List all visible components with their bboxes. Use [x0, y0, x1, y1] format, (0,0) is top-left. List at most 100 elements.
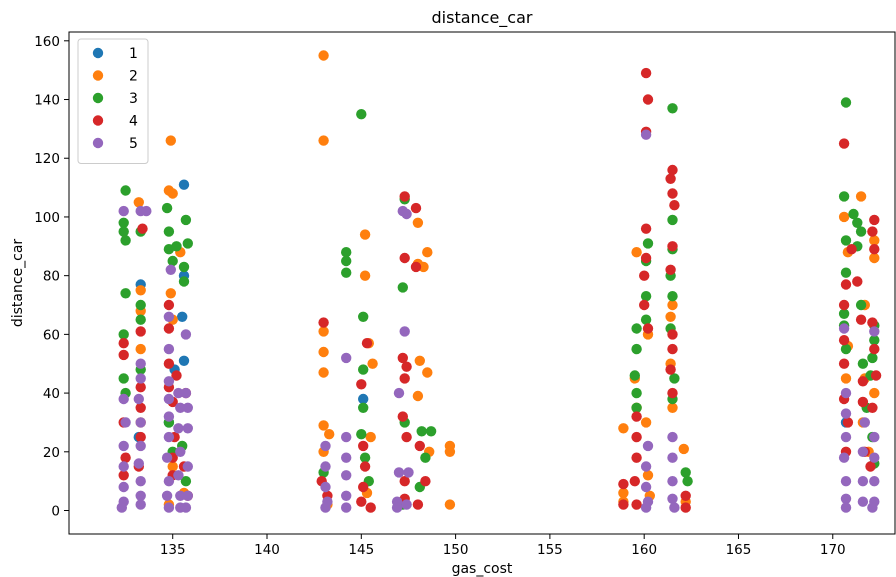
data-point: [667, 103, 678, 114]
data-point: [118, 226, 129, 237]
data-point: [857, 476, 869, 487]
y-axis: 0 20 40 60 80 100 120 140 160: [34, 34, 69, 520]
data-point: [171, 370, 182, 381]
data-point: [869, 326, 880, 337]
data-point: [840, 408, 852, 419]
x-tick-label: 140: [254, 542, 280, 558]
data-point: [318, 326, 329, 337]
data-point: [639, 299, 650, 311]
data-point: [167, 461, 178, 472]
data-point: [667, 291, 678, 302]
data-point: [414, 440, 425, 452]
data-point: [414, 355, 425, 366]
data-point: [840, 235, 852, 246]
x-tick-label: 135: [160, 542, 186, 558]
data-point: [163, 411, 175, 422]
data-point: [840, 431, 852, 443]
legend-marker: [92, 115, 104, 126]
data-point: [422, 247, 433, 258]
series-5: [116, 129, 880, 513]
data-point: [857, 358, 869, 369]
data-point: [116, 502, 128, 513]
data-point: [667, 452, 678, 463]
data-point: [161, 202, 173, 214]
data-point: [642, 238, 654, 249]
data-point: [838, 335, 850, 346]
data-point: [367, 358, 378, 369]
data-point: [118, 349, 129, 361]
data-point: [341, 490, 352, 501]
data-point: [178, 261, 190, 273]
data-point: [618, 487, 629, 499]
data-point: [618, 499, 629, 510]
data-point: [318, 135, 329, 146]
data-point: [135, 476, 146, 487]
data-point: [410, 261, 422, 273]
data-point: [320, 440, 331, 452]
data-point: [667, 387, 678, 399]
data-point: [320, 461, 331, 472]
data-point: [631, 411, 642, 422]
data-point: [163, 299, 175, 311]
data-point: [120, 417, 131, 428]
data-point: [840, 279, 852, 290]
data-point: [852, 276, 863, 287]
data-point: [356, 379, 367, 390]
data-point: [356, 109, 367, 120]
data-point: [175, 490, 186, 501]
data-point: [180, 476, 192, 487]
data-point: [163, 358, 175, 369]
data-point: [667, 214, 678, 226]
y-tick-label: 60: [43, 327, 60, 343]
data-point: [631, 387, 642, 399]
data-point: [640, 461, 652, 472]
data-point: [631, 402, 642, 413]
data-point: [365, 431, 376, 443]
data-point: [118, 338, 129, 349]
data-point: [320, 502, 331, 513]
data-point: [640, 252, 652, 264]
data-point: [135, 402, 146, 413]
x-tick-label: 170: [820, 542, 846, 558]
data-point: [667, 188, 678, 199]
data-point: [867, 352, 878, 364]
data-point: [135, 285, 146, 296]
data-point: [667, 343, 678, 355]
data-point: [135, 373, 146, 384]
data-point: [840, 502, 852, 513]
data-point: [163, 376, 175, 387]
data-point: [857, 446, 869, 457]
data-point: [401, 208, 412, 220]
data-point: [399, 373, 410, 384]
y-tick-label: 20: [43, 445, 60, 461]
data-point: [359, 452, 371, 463]
data-point: [631, 452, 642, 463]
data-point: [167, 255, 178, 267]
data-point: [838, 308, 850, 319]
data-point: [855, 226, 867, 237]
data-point: [631, 323, 642, 334]
data-point: [631, 499, 642, 510]
data-point: [631, 343, 642, 355]
data-point: [869, 244, 880, 255]
data-point: [358, 440, 369, 452]
data-point: [852, 217, 863, 228]
data-point: [425, 426, 437, 437]
data-point: [177, 311, 188, 322]
data-point: [171, 241, 182, 252]
data-point: [869, 335, 880, 346]
data-point: [120, 452, 131, 463]
data-point: [341, 352, 352, 364]
data-point: [358, 311, 369, 322]
data-point: [365, 502, 376, 513]
data-point: [141, 205, 152, 217]
data-point: [857, 396, 869, 408]
data-point: [182, 461, 193, 472]
y-tick-label: 100: [34, 210, 60, 226]
data-point: [165, 288, 176, 299]
data-point: [356, 429, 367, 440]
data-point: [640, 314, 652, 325]
data-point: [857, 496, 869, 507]
data-point: [318, 420, 329, 431]
data-point: [133, 393, 144, 405]
